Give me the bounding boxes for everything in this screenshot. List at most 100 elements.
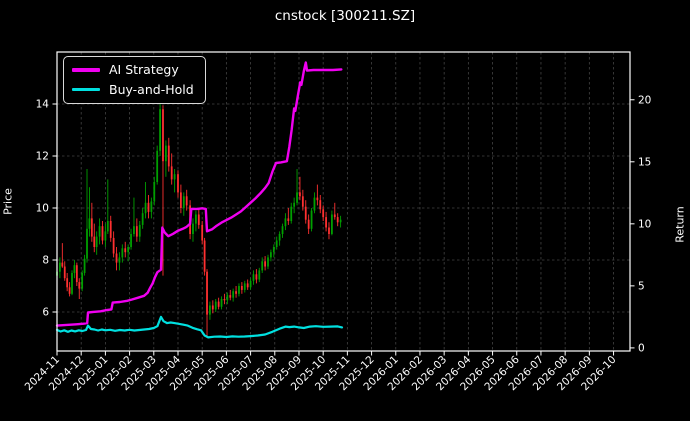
left-tick-label: 8 [42,255,49,267]
ai-strategy-line-swatch [72,68,100,72]
candle-body [249,280,252,288]
candle-body [179,192,182,208]
candle-body [93,236,96,247]
candle-body [130,234,132,247]
candle-body [272,247,275,253]
candle-body [325,217,327,228]
candle-body [86,228,88,259]
legend-label-ai-strategy: AI Strategy [109,62,179,77]
candle-body [192,223,194,234]
right-tick-label: 15 [638,156,651,168]
candle-body [173,174,176,180]
candle-body [226,295,229,301]
candle-body [59,262,61,272]
candle-body [147,202,150,212]
axis-ticks [52,99,635,356]
right-tick-label: 5 [638,281,645,293]
candle-body [296,192,298,203]
candlestick-series [56,101,342,337]
candle-body [281,226,284,234]
candle-body [164,145,167,162]
candle-body [252,274,255,281]
right-tick-label: 20 [638,94,651,106]
candle-body [162,109,164,162]
candle-body [223,299,226,301]
candle-body [261,261,264,271]
candle-body [115,253,118,263]
candle-body [307,219,310,229]
candle-body [229,295,232,298]
candle-body [206,271,208,315]
candle-body [177,174,179,193]
candle-body [127,247,130,253]
candle-body [211,305,214,310]
candle-body [255,274,258,280]
candle-body [144,202,147,214]
line-buy-and-hold [55,315,344,339]
candle-body [267,257,269,267]
candle-body [78,282,81,289]
candle-body [220,299,223,307]
candle-body [71,273,73,294]
legend-label-buy-and-hold: Buy-and-Hold [109,81,194,97]
tick-labels: 2024-112024-122025-012025-022025-032025-… [23,94,652,393]
right-tick-label: 0 [638,343,645,355]
candle-body [336,217,339,223]
candle-body [316,197,319,201]
legend-item-buy-and-hold: Buy-and-Hold [72,82,194,98]
candle-body [270,252,272,258]
candle-body [66,278,69,288]
candle-body [167,145,170,167]
candle-body [238,286,240,294]
candle-body [240,286,243,290]
candle-body [106,221,109,232]
candle-body [135,226,138,237]
candle-body [75,265,78,283]
chart-title: cnstock [300211.SZ] [274,8,416,24]
candle-body [319,200,322,210]
candle-body [156,150,159,182]
candle-body [104,231,107,241]
candle-body [203,240,206,272]
candle-body [101,226,104,241]
candle-body [182,196,185,208]
left-tick-label: 6 [42,307,49,319]
candle-body [209,305,211,315]
candle-body [141,213,144,225]
candle-body [121,248,124,258]
candle-body [304,206,307,220]
candle-body [313,197,316,211]
candle-body [159,109,161,151]
candle-body [290,206,293,221]
candle-body [133,226,135,234]
candle-body [264,261,266,267]
candle-body [63,266,66,279]
candle-body [339,219,342,223]
line-ai-strategy [55,61,343,327]
candle-body [83,258,86,273]
candle-body [278,234,281,241]
candle-body [197,214,200,225]
candle-body [194,214,197,224]
candle-body [310,210,313,229]
right-tick-label: 10 [638,219,651,231]
candle-body [232,291,235,298]
left-tick-label: 14 [36,99,50,111]
candle-body [201,224,204,241]
candle-body [170,166,173,180]
candle-body [98,226,101,237]
candle-body [68,287,71,294]
candle-body [214,301,217,310]
left-tick-label: 10 [36,203,49,215]
candle-body [112,237,115,254]
candle-body [118,257,121,263]
candle-body [150,201,153,212]
candle-body [109,221,112,238]
plot-border [56,51,631,352]
candle-body [90,218,93,237]
buy-and-hold-line-swatch [72,87,100,92]
candle-body [322,209,325,218]
candle-body [287,218,290,221]
candle-body [81,273,84,289]
